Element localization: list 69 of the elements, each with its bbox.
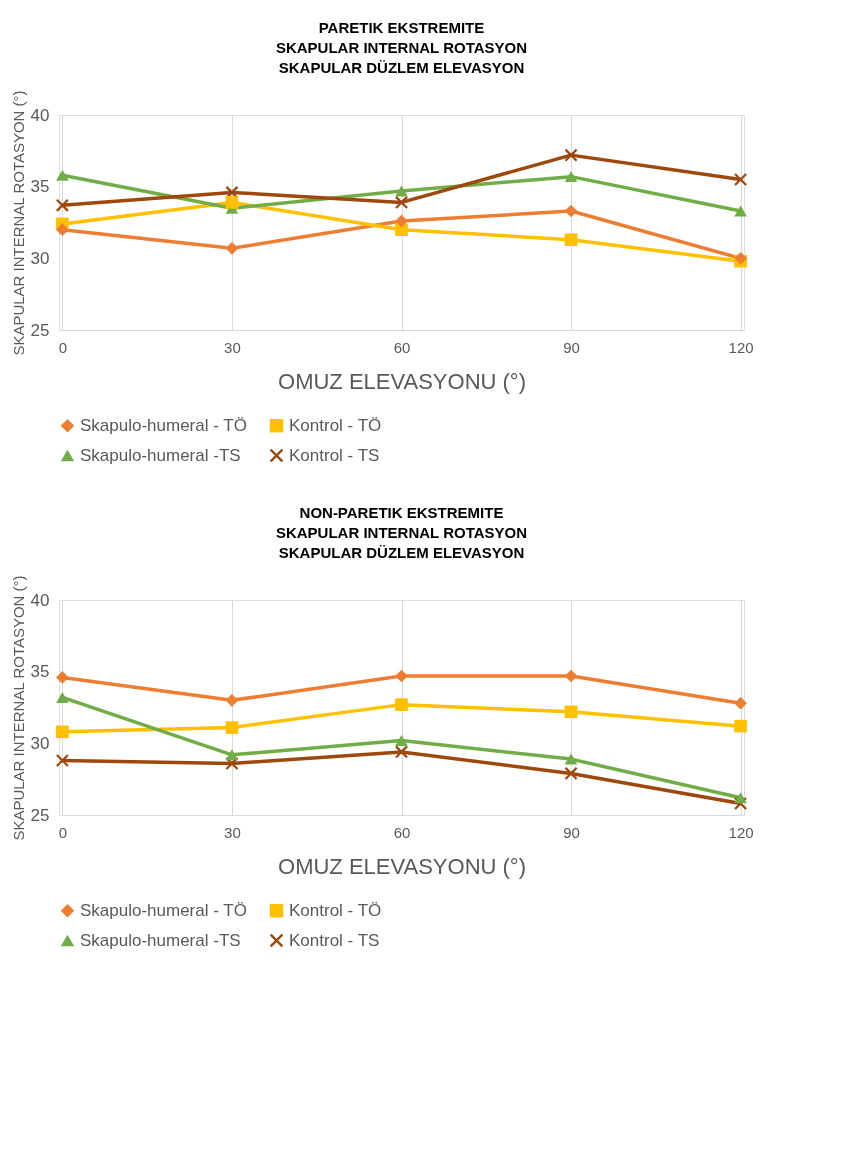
x-tick-label: 120 — [728, 823, 754, 841]
point — [225, 721, 239, 734]
point — [734, 696, 747, 710]
x-tick-label: 30 — [224, 338, 241, 356]
x-axis-title: OMUZ ELEVASYONU (°) — [278, 853, 526, 879]
y-tick-label: 30 — [30, 733, 50, 753]
point — [395, 745, 408, 759]
point — [734, 205, 747, 217]
y-tick-label: 40 — [30, 590, 50, 610]
point — [564, 753, 578, 765]
point — [225, 196, 239, 209]
text: SKAPULAR DÜZLEM ELEVASYON — [278, 543, 525, 561]
point — [395, 734, 408, 746]
point — [395, 196, 408, 209]
y-tick-label: 25 — [30, 320, 50, 340]
text: SKAPULAR DÜZLEM ELEVASYON — [278, 58, 525, 76]
x-tick-label: 60 — [393, 338, 411, 356]
y-tick-label: 40 — [30, 105, 50, 125]
x-tick-label: 90 — [563, 823, 580, 841]
legend-label: Skapulo-humeral - TÖ — [80, 900, 247, 920]
point — [225, 694, 239, 707]
x-tick-label: 0 — [58, 823, 68, 841]
legend-label: Kontrol - TS — [289, 930, 380, 950]
x-axis-title: OMUZ ELEVASYONU (°) — [278, 368, 526, 394]
point — [734, 173, 747, 186]
x-tick-label: 30 — [224, 823, 241, 841]
point — [564, 767, 578, 780]
point — [225, 241, 239, 255]
legend-label: Skapulo-humeral -TS — [80, 930, 241, 950]
point — [395, 698, 408, 711]
point — [56, 198, 69, 212]
y-tick-label: 35 — [30, 177, 50, 197]
point — [395, 214, 408, 228]
point — [395, 223, 408, 236]
point — [564, 705, 578, 719]
point — [225, 749, 239, 761]
y-tick-label: 25 — [30, 805, 50, 825]
text: NON-PARETIK EKSTREMITE — [299, 503, 504, 521]
point — [564, 148, 578, 162]
point — [564, 233, 578, 247]
y-axis-title: SKAPULAR INTERNAL ROTASYON (°) — [9, 90, 27, 356]
legend-label: Skapulo-humeral -TS — [80, 445, 241, 465]
point — [395, 669, 408, 683]
y-tick-label: 35 — [30, 662, 50, 682]
point — [56, 169, 69, 181]
point — [56, 671, 69, 684]
x-tick-label: 90 — [563, 338, 580, 356]
point — [564, 204, 578, 218]
point — [56, 754, 69, 767]
legend-label: Skapulo-humeral - TÖ — [80, 415, 247, 435]
legend-label: Kontrol - TÖ — [289, 415, 382, 435]
point — [56, 223, 69, 236]
x-tick-label: 120 — [728, 338, 754, 356]
legend-label: Kontrol - TÖ — [289, 900, 382, 920]
legend-label: Kontrol - TS — [289, 445, 380, 465]
point — [395, 185, 408, 197]
text: SKAPULAR INTERNAL ROTASYON — [275, 38, 528, 56]
point — [564, 669, 578, 683]
x-tick-label: 60 — [393, 823, 411, 841]
y-axis-title: SKAPULAR INTERNAL ROTASYON (°) — [9, 575, 27, 841]
point — [734, 792, 747, 804]
point — [56, 725, 69, 739]
point — [564, 171, 578, 183]
y-tick-label: 30 — [30, 248, 50, 268]
text: PARETIK EKSTREMITE — [318, 18, 485, 36]
text: SKAPULAR INTERNAL ROTASYON — [275, 523, 528, 541]
x-tick-label: 0 — [58, 338, 68, 356]
point — [734, 719, 747, 733]
point — [56, 691, 69, 703]
